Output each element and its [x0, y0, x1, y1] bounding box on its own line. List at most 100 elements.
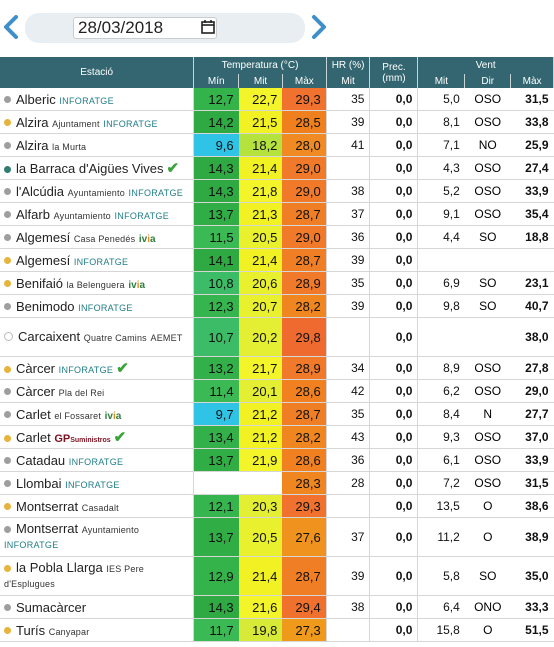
wind-dir-cell: OSO — [464, 202, 511, 226]
wind-dir-cell: OSO — [464, 156, 511, 180]
table-row[interactable]: Carlet GPSuministros ✔ 13,4 21,2 28,2 43 0,0 9,… — [0, 425, 554, 449]
station-name: Alfarb — [16, 206, 50, 222]
humidity-cell — [326, 618, 371, 642]
table-row[interactable]: Carlet el Fossaret ivia 9,7 21,2 28,7 35 0,0 8… — [0, 402, 554, 426]
table-row[interactable]: Càrcer Pla del Rei 11,4 20,1 28,6 42 0,0 6,2 OS… — [0, 379, 554, 403]
station-name-cell[interactable]: Montserrat Casadalt — [0, 494, 195, 518]
station-status-dot — [4, 165, 11, 173]
table-row[interactable]: Alzira la Murta 9,6 18,2 28,0 41 0,0 7,1 NO 25,9 — [0, 133, 554, 157]
table-row[interactable]: Catadau INFORATGE 13,7 21,9 28,6 36 0,0 6,1 OSO… — [0, 448, 554, 472]
wind-mid-cell: 9,3 — [417, 425, 465, 449]
temp-min-cell: 13,4 — [193, 425, 239, 449]
header-humidity: HR (%) — [326, 57, 371, 74]
temp-mid-cell: 21,7 — [238, 356, 283, 380]
wind-mid-cell: 13,5 — [417, 494, 465, 518]
station-location: la Murta — [52, 141, 87, 152]
station-name-cell[interactable]: Algemesí INFORATGE — [0, 248, 195, 272]
wind-mid-cell: 5,0 — [417, 88, 465, 111]
inforatge-label: INFORATGE — [58, 365, 114, 375]
station-name-cell[interactable]: Càrcer INFORATGE ✔ — [0, 356, 195, 380]
table-row[interactable]: Alfarb Ayuntamiento INFORATGE 13,7 21,3 28,… — [0, 202, 554, 226]
station-status-dot — [4, 257, 11, 265]
station-status-dot — [4, 142, 11, 150]
station-name-cell[interactable]: Alzira la Murta — [0, 133, 195, 157]
wind-mid-cell: 6,1 — [417, 448, 465, 472]
inforatge-label: INFORATGE — [59, 95, 114, 106]
wind-dir-cell — [464, 317, 511, 357]
station-name-cell[interactable]: Càrcer Pla del Rei — [0, 379, 195, 403]
wind-max-cell — [510, 248, 554, 272]
station-name-cell[interactable]: Montserrat Ayuntamiento INFORATGE — [0, 517, 195, 557]
chevron-right-icon — [312, 15, 326, 39]
header-wind-mid: Mit — [417, 74, 466, 88]
previous-day-button[interactable] — [0, 14, 22, 40]
station-name-cell[interactable]: Carlet el Fossaret ivia — [0, 402, 195, 426]
humidity-cell — [326, 494, 371, 518]
station-status-dot — [4, 303, 11, 311]
wind-max-cell: 27,4 — [510, 156, 554, 180]
temp-max-cell: 28,6 — [282, 379, 327, 403]
temp-min-cell: 11,5 — [193, 225, 239, 249]
humidity-cell: 41 — [326, 133, 371, 157]
station-name-cell[interactable]: Benimodo INFORATGE — [0, 294, 195, 318]
gp-suministros-logo: GPSuministros — [54, 433, 111, 445]
station-location: Quatre Camins — [83, 332, 147, 343]
station-name-cell[interactable]: Turís Canyapar — [0, 618, 195, 642]
table-row[interactable]: Càrcer INFORATGE ✔ 13,2 21,7 28,9 34 0,0 8,9 OSO… — [0, 356, 554, 380]
station-status-dot — [4, 564, 11, 572]
temp-min-cell: 14,3 — [193, 156, 239, 180]
temp-max-cell: 28,2 — [282, 294, 327, 318]
station-name-cell[interactable]: Alberic INFORATGE — [0, 88, 195, 111]
next-day-button[interactable] — [308, 14, 330, 40]
station-name-cell[interactable]: Algemesí Casa Penedés ivia — [0, 225, 195, 249]
station-name-cell[interactable]: la Barraca d'Aigües Vives ✔ — [0, 156, 195, 180]
temp-max-cell: 28,7 — [282, 202, 327, 226]
station-status-dot — [4, 211, 11, 219]
station-name-cell[interactable]: Carlet GPSuministros ✔ — [0, 425, 195, 449]
table-row[interactable]: Alberic INFORATGE 12,7 22,7 29,3 35 0,0 5,0 OSO… — [0, 88, 554, 111]
station-name-cell[interactable]: Sumacàrcer — [0, 595, 195, 619]
table-row[interactable]: la Pobla Llarga IES Pere d'Esplugues 12,9… — [0, 556, 554, 596]
temp-mid-cell: 20,6 — [238, 271, 283, 295]
temp-mid-cell: 21,6 — [238, 595, 283, 619]
table-row[interactable]: Benimodo INFORATGE 12,3 20,7 28,2 39 0,0 9,8 SO… — [0, 294, 554, 318]
table-row[interactable]: Benifaió la Belenguera ivia 10,8 20,6 28,9 3… — [0, 271, 554, 295]
station-location: Pla del Rei — [58, 387, 105, 398]
wind-mid-cell: 6,9 — [417, 271, 465, 295]
temp-min-cell: 12,1 — [193, 494, 239, 518]
station-name-cell[interactable]: la Pobla Llarga IES Pere d'Esplugues — [0, 556, 195, 596]
table-row[interactable]: Algemesí Casa Penedés ivia 11,5 20,5 29,0 36… — [0, 225, 554, 249]
header-wind-dir: Dir — [464, 74, 512, 88]
station-name-cell[interactable]: Llombai INFORATGE — [0, 471, 195, 495]
header-temp-max: Màx — [282, 74, 327, 88]
station-name: Alberic — [16, 91, 56, 107]
table-row[interactable]: Carcaixent Quatre Camins AEMET 10,7 20,2 29… — [0, 317, 554, 357]
table-row[interactable]: Turís Canyapar 11,7 19,8 27,3 0,0 15,8 O 51,5 — [0, 618, 554, 642]
temp-mid-cell: 22,7 — [238, 88, 283, 111]
table-row[interactable]: Montserrat Ayuntamiento INFORATGE 13,7 20,… — [0, 517, 554, 557]
station-name-cell[interactable]: Alzira Ajuntament INFORATGE — [0, 110, 195, 134]
date-input[interactable] — [73, 17, 217, 39]
station-name: la Pobla Llarga — [16, 560, 103, 575]
station-name-cell[interactable]: Alfarb Ayuntamiento INFORATGE — [0, 202, 195, 226]
station-name-cell[interactable]: Catadau INFORATGE — [0, 448, 195, 472]
inforatge-label: INFORATGE — [4, 540, 59, 550]
calendar-icon[interactable] — [201, 20, 215, 34]
wind-max-cell: 25,9 — [510, 133, 554, 157]
station-status-dot — [4, 434, 11, 442]
table-row[interactable]: Alzira Ajuntament INFORATGE 14,2 21,5 28,5 3… — [0, 110, 554, 134]
table-row[interactable]: Algemesí INFORATGE 14,1 21,4 28,7 39 0,0 — [0, 248, 554, 272]
inforatge-label: INFORATGE — [128, 187, 184, 198]
table-row[interactable]: Montserrat Casadalt 12,1 20,3 29,3 0,0 13,5 O 3… — [0, 494, 554, 518]
table-row[interactable]: la Barraca d'Aigües Vives ✔ 14,3 21,4 29,0 0,… — [0, 156, 554, 180]
precipitation-cell: 0,0 — [369, 156, 419, 180]
station-name-cell[interactable]: Carcaixent Quatre Camins AEMET — [0, 317, 195, 357]
temp-mid-cell: 20,7 — [238, 294, 283, 318]
table-row[interactable]: Sumacàrcer 14,3 21,6 29,4 38 0,0 6,4 ONO 33,3 — [0, 595, 554, 619]
station-name-cell[interactable]: l'Alcúdia Ayuntamiento INFORATGE — [0, 179, 195, 203]
station-name-cell[interactable]: Benifaió la Belenguera ivia — [0, 271, 195, 295]
precipitation-cell: 0,0 — [369, 556, 419, 596]
header-temperature: Temperatura (°C) — [193, 57, 327, 74]
table-row[interactable]: Llombai INFORATGE 28,3 28 0,0 7,2 OSO 31,5 — [0, 471, 554, 495]
table-row[interactable]: l'Alcúdia Ayuntamiento INFORATGE 14,3 21,8… — [0, 179, 554, 203]
